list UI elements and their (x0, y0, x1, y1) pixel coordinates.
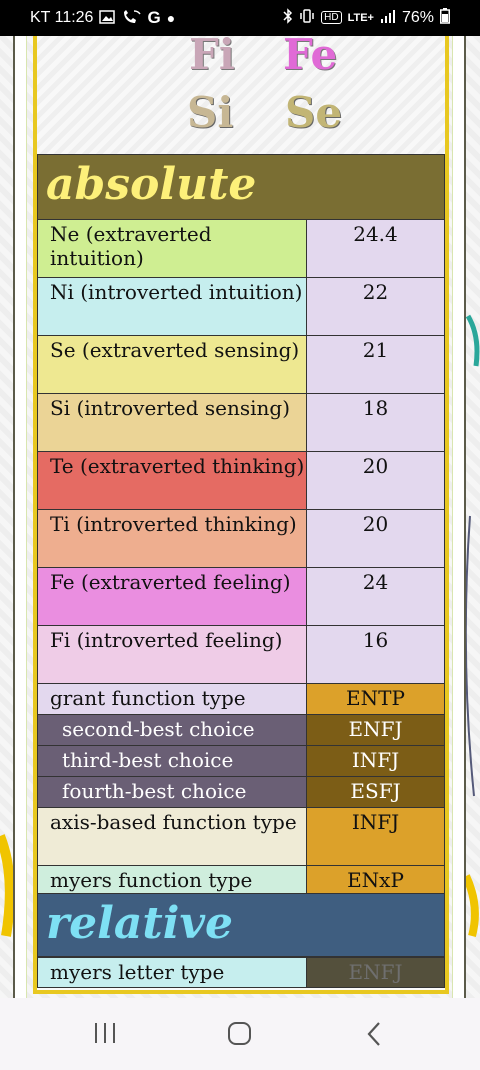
row-value: 16 (306, 625, 445, 684)
row-label: Fi (introverted feeling) (37, 625, 307, 684)
table-row: Si (introverted sensing) 18 (37, 393, 445, 452)
lte-icon: LTE+ (347, 11, 374, 24)
row-value: 20 (306, 451, 445, 510)
signal-icon (380, 9, 396, 26)
word-fi: Fi (189, 30, 235, 79)
dot-icon: ● (166, 10, 176, 26)
table-row: axis-based function type INFJ (37, 807, 445, 866)
row-label: Si (introverted sensing) (37, 393, 307, 452)
row-label: Te (extraverted thinking) (37, 451, 307, 510)
table-row: Ti (introverted thinking) 20 (37, 509, 445, 568)
row-value: ESFJ (306, 776, 445, 808)
word-fe: Fe (283, 30, 338, 79)
table-row: myers function type ENxP (37, 865, 445, 897)
section-banner-absolute: absolute (37, 154, 445, 220)
home-icon[interactable] (226, 1020, 254, 1052)
row-value: 20 (306, 509, 445, 568)
table-row: Te (extraverted thinking) 20 (37, 451, 445, 510)
row-label: second-best choice (37, 714, 307, 746)
table-row: Ni (introverted intuition) 22 (37, 277, 445, 336)
battery-percent: 76% (401, 8, 434, 26)
background-decoration (0, 314, 480, 938)
frame-right-rail (452, 36, 466, 998)
bluetooth-icon (283, 8, 293, 27)
row-label: grant function type (37, 683, 307, 715)
google-icon: G (147, 8, 161, 27)
word-si: Si (187, 88, 234, 137)
row-value: ENTP (306, 683, 445, 715)
row-label: Ni (introverted intuition) (37, 277, 307, 336)
hd-icon: HD (321, 11, 342, 24)
table-row: Fe (extraverted feeling) 24 (37, 567, 445, 626)
row-value: 18 (306, 393, 445, 452)
row-label: third-best choice (37, 745, 307, 777)
wifi-call-icon (121, 9, 142, 27)
row-label: Se (extraverted sensing) (37, 335, 307, 394)
row-value: INFJ (306, 807, 445, 866)
navigation-bar (0, 998, 480, 1070)
battery-icon (440, 8, 450, 27)
word-se: Se (285, 88, 343, 137)
row-label: myers function type (37, 865, 307, 897)
section-title: absolute (46, 159, 257, 210)
table-row: Fi (introverted feeling) 16 (37, 625, 445, 684)
row-value: ENxP (306, 865, 445, 897)
photo-icon (99, 9, 116, 27)
table-row: second-best choice ENFJ (37, 714, 445, 746)
table-row: myers letter type ENFJ (37, 957, 445, 988)
status-bar: KT 11:26 G ● HD LTE+ 76% (0, 0, 480, 36)
row-label: Ti (introverted thinking) (37, 509, 307, 568)
row-label: axis-based function type (37, 807, 307, 866)
table-row: fourth-best choice ESFJ (37, 776, 445, 808)
row-value: 22 (306, 277, 445, 336)
row-value: 24 (306, 567, 445, 626)
recents-icon[interactable] (92, 1020, 118, 1050)
table-row: grant function type ENTP (37, 683, 445, 715)
row-value: 24.4 (306, 219, 445, 278)
row-value: ENFJ (306, 714, 445, 746)
table-row: Se (extraverted sensing) 21 (37, 335, 445, 394)
section-title: relative (46, 898, 233, 949)
frame-left-rail (13, 36, 27, 998)
header-word-art: Fi Fe Si Se (37, 30, 445, 154)
row-value: ENFJ (306, 957, 445, 988)
row-label: Fe (extraverted feeling) (37, 567, 307, 626)
table-row: third-best choice INFJ (37, 745, 445, 777)
row-label: myers letter type (37, 957, 307, 988)
row-value: 21 (306, 335, 445, 394)
row-value: INFJ (306, 745, 445, 777)
section-banner-relative: relative (37, 893, 445, 957)
row-label: fourth-best choice (37, 776, 307, 808)
back-icon[interactable] (364, 1020, 384, 1052)
row-label: Ne (extraverted intuition) (37, 219, 307, 278)
carrier-time: KT 11:26 (30, 9, 94, 26)
table-row: Ne (extraverted intuition) 24.4 (37, 219, 445, 278)
vibrate-icon (299, 8, 315, 27)
